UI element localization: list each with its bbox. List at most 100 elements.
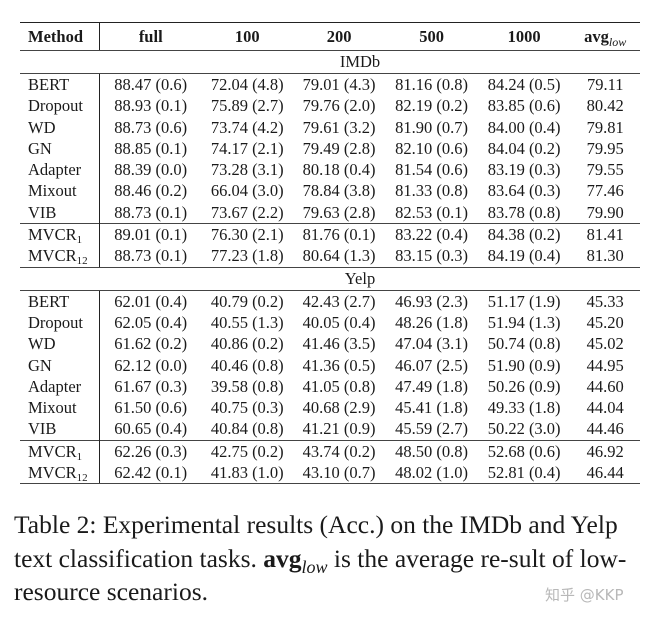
avg-subscript: low — [608, 34, 627, 49]
value-cell: 72.04 (4.8) — [210, 75, 284, 94]
value-cell: 88.93 (0.1) — [114, 96, 188, 116]
value-cell: 79.55 — [586, 160, 624, 180]
value-cell: 41.36 (0.5) — [302, 355, 376, 375]
method-subscript: 12 — [76, 255, 88, 268]
header-row: Method full 100 200 500 1000 avglow — [20, 22, 640, 51]
method-name: BERT — [28, 75, 70, 94]
value-cell: 47.49 (1.8) — [395, 376, 469, 396]
results-table: Method full 100 200 500 1000 avglow IMDb… — [20, 22, 640, 485]
caption-text-2: is the average re-sult of low-resource s… — [14, 543, 627, 607]
value-cell: 83.22 (0.4) — [385, 223, 478, 246]
value-cell: 40.46 (0.8) — [210, 355, 284, 375]
header-500: 500 — [385, 22, 478, 51]
table-row: Adapter 61.67 (0.3) 39.58 (0.8) 41.05 (0.8)… — [20, 375, 640, 398]
value-cell: 82.53 (0.1) — [395, 202, 469, 222]
method-name: BERT — [28, 291, 70, 311]
value-cell: 82.19 (0.2) — [395, 96, 469, 116]
table-row: Mixout 61.50 (0.6) 40.75 (0.3) 40.68 (2.9) 4… — [20, 397, 640, 419]
method-name: Dropout — [28, 312, 83, 332]
table-row: BERT 88.47 (0.6) 72.04 (4.8) 79.01 (4.3) 81.… — [20, 73, 640, 96]
section-label: IMDb — [20, 50, 640, 74]
method-cell: GN — [20, 354, 100, 376]
value-cell: 81.30 — [570, 245, 640, 268]
value-cell: 77.23 (1.8) — [201, 245, 293, 268]
value-cell: 83.15 (0.3) — [385, 245, 478, 268]
method-name: GN — [28, 355, 52, 375]
value-cell: 42.75 (0.2) — [201, 439, 293, 463]
value-cell: 62.05 (0.4) — [114, 312, 188, 332]
method-name: Adapter — [28, 160, 82, 180]
value-cell: 88.73 (0.6) — [114, 117, 188, 137]
table-row: WD 88.73 (0.6) 73.74 (4.2) 79.61 (3.2) 81.90… — [20, 116, 640, 138]
table-body: IMDb BERT 88.47 (0.6) 72.04 (4.8) 79.01 (4.3… — [20, 50, 640, 485]
value-cell: 73.74 (4.2) — [210, 117, 284, 137]
caption-avg: avg — [263, 543, 302, 573]
method-name: Mixout — [28, 181, 77, 201]
value-cell: 79.01 (4.3) — [302, 75, 376, 94]
value-cell: 62.12 (0.0) — [114, 355, 188, 375]
method-cell: MVCR12 — [20, 462, 100, 485]
value-cell: 76.30 (2.1) — [201, 223, 293, 246]
table-row: GN 62.12 (0.0) 40.46 (0.8) 41.36 (0.5) 46.07… — [20, 354, 640, 376]
value-cell: 40.05 (0.4) — [302, 312, 376, 332]
value-cell: 84.24 (0.5) — [487, 75, 561, 94]
table-row: Adapter 88.39 (0.0) 73.28 (3.1) 80.18 (0.4)… — [20, 159, 640, 181]
section-label: Yelp — [20, 267, 640, 291]
value-cell: 79.90 — [586, 202, 624, 222]
value-cell: 41.46 (3.5) — [302, 334, 376, 354]
method-cell: BERT — [20, 290, 100, 312]
avg-label: avg — [584, 26, 609, 46]
value-cell: 45.33 — [586, 291, 624, 311]
value-cell: 39.58 (0.8) — [210, 376, 284, 396]
header-avg-low: avglow — [570, 22, 640, 51]
value-cell: 43.74 (0.2) — [292, 439, 386, 463]
method-cell: GN — [20, 137, 100, 160]
value-cell: 84.04 (0.2) — [487, 138, 561, 158]
value-cell: 75.89 (2.7) — [210, 96, 284, 116]
value-cell: 80.42 — [586, 96, 624, 116]
value-cell: 88.47 (0.6) — [114, 75, 188, 94]
header-full: full — [99, 22, 202, 51]
value-cell: 42.43 (2.7) — [302, 291, 376, 311]
method-cell: Adapter — [20, 159, 100, 181]
section-row-imdb: IMDb — [20, 50, 640, 74]
value-cell: 79.63 (2.8) — [302, 202, 376, 222]
value-cell: 88.46 (0.2) — [114, 181, 188, 201]
value-cell: 83.78 (0.8) — [487, 202, 561, 222]
method-cell: MVCR1 — [20, 439, 100, 462]
value-cell: 44.60 — [586, 376, 624, 396]
value-cell: 79.49 (2.8) — [302, 138, 376, 158]
watermark: 知乎 @KKP — [545, 586, 624, 604]
value-cell: 62.26 (0.3) — [99, 439, 202, 463]
value-cell: 81.54 (0.6) — [395, 160, 469, 180]
table-row: MVCR12 88.73 (0.1) 77.23 (1.8) 80.64 (1.3) 8… — [20, 245, 640, 268]
value-cell: 44.95 — [586, 355, 624, 375]
value-cell: 88.73 (0.1) — [99, 245, 202, 268]
value-cell: 49.33 (1.8) — [487, 398, 561, 418]
value-cell: 66.04 (3.0) — [210, 181, 284, 201]
value-cell: 79.11 — [586, 75, 624, 94]
value-cell: 41.83 (1.0) — [201, 462, 293, 485]
value-cell: 79.61 (3.2) — [302, 117, 376, 137]
method-name: MVCR — [28, 441, 77, 461]
value-cell: 81.16 (0.8) — [395, 75, 469, 94]
method-cell: Dropout — [20, 311, 100, 334]
header-1000: 1000 — [477, 22, 571, 51]
value-cell: 46.44 — [570, 462, 640, 485]
method-name: VIB — [28, 202, 57, 222]
value-cell: 50.22 (3.0) — [487, 419, 561, 439]
table-caption: Table 2: Experimental results (Acc.) on … — [14, 508, 654, 609]
value-cell: 81.33 (0.8) — [395, 181, 469, 201]
method-cell: MVCR1 — [20, 223, 100, 246]
header-method: Method — [20, 22, 100, 51]
value-cell: 88.39 (0.0) — [114, 160, 188, 180]
table-row: BERT 62.01 (0.4) 40.79 (0.2) 42.43 (2.7) 46.… — [20, 290, 640, 312]
method-name: WD — [28, 117, 56, 137]
table-row: VIB 60.65 (0.4) 40.84 (0.8) 41.21 (0.9) 45.5… — [20, 418, 640, 441]
method-cell: WD — [20, 333, 100, 355]
method-name: WD — [28, 334, 56, 354]
value-cell: 41.05 (0.8) — [302, 376, 376, 396]
value-cell: 80.18 (0.4) — [302, 160, 376, 180]
method-cell: Mixout — [20, 397, 100, 419]
value-cell: 82.10 (0.6) — [395, 138, 469, 158]
